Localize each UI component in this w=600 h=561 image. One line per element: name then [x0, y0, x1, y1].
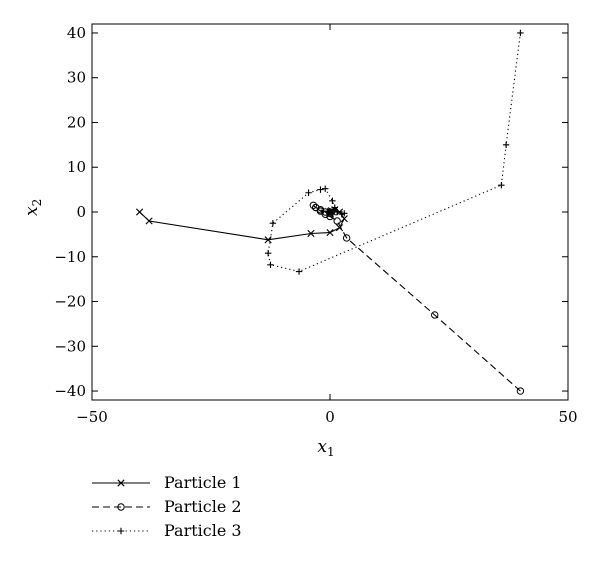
legend-marker: [117, 479, 125, 487]
legend-item-particle-3: Particle 3: [92, 521, 242, 540]
legend-marker: [117, 527, 125, 535]
data-point: [516, 387, 525, 395]
y-tick-label: −10: [54, 248, 86, 266]
y-tick-label: −40: [54, 382, 86, 400]
data-point: [295, 268, 303, 275]
series-particle-1: [136, 206, 348, 244]
data-point: [517, 29, 524, 37]
legend-label: Particle 2: [164, 497, 242, 516]
y-axis-label: x2: [22, 199, 44, 216]
series-particle-3: [264, 29, 524, 275]
data-point: [331, 206, 338, 213]
legend-label: Particle 3: [164, 521, 242, 540]
legend-item-particle-2: Particle 2: [92, 497, 242, 516]
x-tick-label: −50: [76, 408, 108, 426]
data-point: [342, 234, 351, 242]
data-point: [321, 210, 329, 218]
y-tick-label: −30: [54, 337, 86, 355]
y-tick-label: 40: [67, 24, 86, 42]
x-axis: −50 0 50: [76, 24, 578, 426]
data-point: [264, 236, 272, 244]
data-point: [326, 208, 334, 216]
data-point: [305, 189, 312, 196]
data-point: [335, 224, 344, 232]
data-point: [267, 261, 274, 269]
y-tick-label: 20: [67, 113, 86, 131]
data-point: [309, 201, 318, 209]
data-point: [341, 210, 348, 217]
x-axis-label-sub: 1: [327, 445, 335, 459]
x-axis-label: x1: [317, 437, 334, 459]
y-axis: −40 −30 −20 −10 0 10 20 30 40: [54, 24, 568, 400]
y-tick-label: 10: [67, 158, 86, 176]
series-line-particle-2: [312, 204, 521, 392]
legend-label: Particle 1: [164, 473, 242, 492]
data-point: [498, 181, 505, 189]
data-point: [307, 229, 315, 238]
y-tick-label: 30: [67, 69, 86, 87]
series-line-particle-3: [267, 32, 521, 273]
y-axis-label-sub: 2: [30, 199, 44, 207]
x-tick-label: 0: [325, 408, 335, 426]
series-layer: [136, 29, 525, 395]
legend-item-particle-1: Particle 1: [92, 473, 242, 492]
data-point: [264, 249, 272, 257]
data-point: [502, 141, 510, 149]
y-tick-label: −20: [54, 293, 86, 311]
data-point: [145, 217, 153, 225]
data-point: [269, 219, 277, 227]
data-point: [329, 197, 336, 205]
series-line-particle-1: [139, 209, 345, 241]
x-tick-label: 50: [558, 408, 577, 426]
y-axis-label-main: x: [22, 206, 42, 216]
data-point: [312, 203, 320, 212]
legend: Particle 1 Particle 2 Particle 3: [92, 473, 242, 540]
legend-marker: [117, 503, 125, 511]
x-axis-label-main: x: [317, 437, 327, 457]
data-point: [326, 229, 334, 237]
data-point: [431, 311, 439, 319]
data-point: [136, 208, 144, 216]
data-point: [322, 185, 329, 192]
data-point: [317, 186, 324, 193]
y-tick-label: 0: [76, 203, 86, 221]
data-point: [333, 217, 341, 225]
